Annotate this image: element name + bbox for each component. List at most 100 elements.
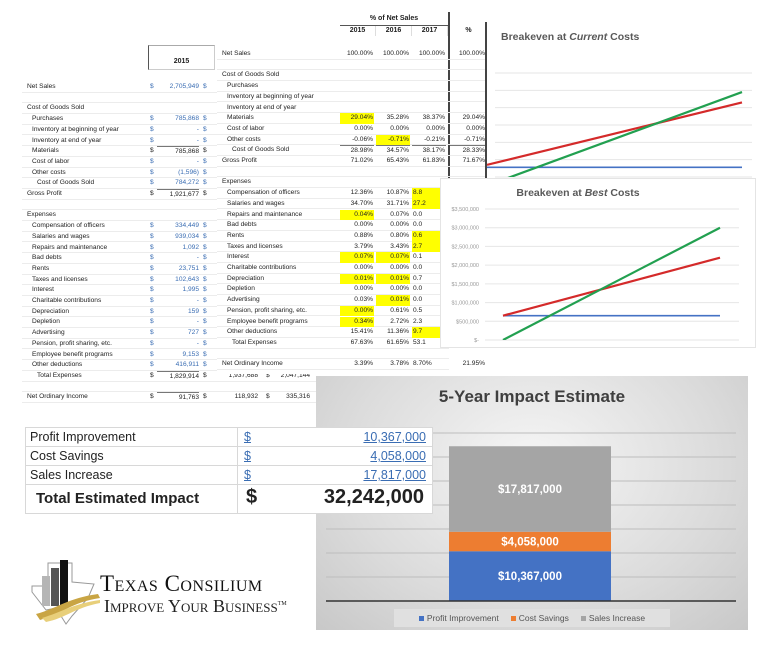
currency-symbol: $ xyxy=(150,371,154,379)
percent-value: 8.70% xyxy=(413,360,432,368)
row-label: Charitable contributions xyxy=(32,297,102,304)
percent-value: 28.98% xyxy=(340,145,374,156)
table-row xyxy=(22,200,317,211)
value-2015: - xyxy=(196,254,199,262)
breakeven-current-plot xyxy=(487,72,752,178)
currency-symbol: $ xyxy=(150,190,154,197)
summary-value[interactable]: 10,367,000 xyxy=(363,430,426,444)
value-2015: 1,829,914 xyxy=(157,370,199,382)
table-row: Cost of Goods Sold $784,272 $ xyxy=(22,178,317,189)
value-2016: 1,937,688 xyxy=(228,371,258,379)
percent-value: 0.1 xyxy=(413,253,423,261)
table-row xyxy=(217,60,489,71)
summary-currency[interactable]: $ xyxy=(244,468,251,482)
currency-symbol: $ xyxy=(203,329,207,337)
value-2015: - xyxy=(196,318,199,326)
value-2015: - xyxy=(196,339,199,347)
percent-value: 0.07% xyxy=(390,210,409,218)
percent-value: 0.01% xyxy=(340,273,374,285)
currency-symbol: $ xyxy=(203,243,207,251)
summary-currency[interactable]: $ xyxy=(244,449,251,463)
table-row xyxy=(22,93,317,104)
row-label: Salaries and wages xyxy=(227,199,285,207)
percent-column-border xyxy=(448,12,450,182)
table-row: Cost of Goods Sold xyxy=(22,103,317,115)
legend-label: Sales Increase xyxy=(588,613,646,623)
row-label: Taxes and licenses xyxy=(32,275,88,283)
row-label: Salaries and wages xyxy=(32,232,90,240)
percent-value: 0.88% xyxy=(354,231,373,239)
bar-segment-profit-improvement xyxy=(449,551,611,601)
value-2015: 939,034 xyxy=(175,232,199,240)
revenue-line xyxy=(502,226,721,340)
row-label: Rents xyxy=(227,231,245,239)
percent-value: 0.00% xyxy=(426,124,445,132)
year-header-box xyxy=(148,45,215,70)
percent-value: 0.00% xyxy=(354,124,373,132)
value-2015: 9,153 xyxy=(182,350,199,358)
percent-value: 0.00% xyxy=(354,285,373,293)
breakeven-best-plot: $- $500,000 $1,000,000 $1,500,000 $2,000,000… xyxy=(451,207,739,344)
summary-value[interactable]: 17,817,000 xyxy=(363,468,426,482)
row-label: Interest xyxy=(32,286,54,294)
total-value: 32,242,000 xyxy=(323,486,424,508)
currency-symbol: $ xyxy=(150,264,154,272)
currency-symbol: $ xyxy=(203,350,207,358)
percent-value: 2.3 xyxy=(413,317,423,325)
row-label: Compensation of officers xyxy=(227,189,300,197)
percent-value: 0.7 xyxy=(413,274,423,282)
table-row: Inventory at beginning of year xyxy=(217,92,489,103)
percent-value: 15.41% xyxy=(350,328,373,336)
percent-value: 9.7 xyxy=(412,327,446,338)
row-label: Pension, profit sharing, etc. xyxy=(227,306,307,314)
table-row: Taxes and licenses $102,643 $ xyxy=(22,275,317,286)
row-label: Cost of Goods Sold xyxy=(27,104,85,112)
currency-symbol: $ xyxy=(203,393,207,401)
y-tick-label: $3,500,000 xyxy=(451,207,479,213)
table-row: Depletion 0.00% 0.00% 0.0 xyxy=(217,284,449,296)
currency-symbol: $ xyxy=(150,297,154,304)
breakeven-current-chart: Breakeven at Current Costs xyxy=(485,22,760,180)
summary-row: Sales Increase $17,817,000 xyxy=(26,466,432,485)
percent-value: 3.78% xyxy=(390,360,409,368)
legend-item: Sales Increase xyxy=(580,613,646,623)
percent-value: 34.57% xyxy=(376,145,410,156)
percent-value: 8.8 xyxy=(412,188,446,199)
percent-value: 10.87% xyxy=(386,189,409,197)
percent-value: 2.7 xyxy=(412,241,446,253)
table-row: Depletion $ - $ xyxy=(22,317,317,329)
percent-value: 0.03% xyxy=(354,296,373,304)
table-row: Purchases xyxy=(217,81,489,92)
percent-value: 0.80% xyxy=(390,231,409,239)
legend-label: Cost Savings xyxy=(518,613,569,623)
percent-value: 65.43% xyxy=(386,157,409,164)
percent-value: 0.00% xyxy=(390,124,409,132)
summary-row: Profit Improvement $10,367,000 xyxy=(26,428,432,447)
row-label: Advertising xyxy=(227,296,260,304)
value-2015: 784,272 xyxy=(175,179,199,187)
table-row: Expenses xyxy=(217,177,489,189)
percent-value: 0.04% xyxy=(340,209,374,221)
summary-value[interactable]: 4,058,000 xyxy=(370,449,426,463)
y-tick-label: $1,000,000 xyxy=(451,301,479,307)
total-label: Total Estimated Impact xyxy=(36,490,200,507)
value-2015: 1,092 xyxy=(182,243,199,251)
currency-symbol: $ xyxy=(203,361,207,369)
row-label: Total Expenses xyxy=(232,338,277,346)
percent-value: 31.71% xyxy=(386,199,409,207)
summary-currency[interactable]: $ xyxy=(244,430,251,444)
table-row: Other deductions $416,911 $ xyxy=(22,360,317,371)
percent-value: 11.36% xyxy=(387,328,409,336)
table-row: Bad debts $ - $ xyxy=(22,253,317,264)
currency-symbol: $ xyxy=(203,264,207,272)
percent-value: 0.01% xyxy=(376,295,410,306)
percent-value: 38.37% xyxy=(422,114,445,122)
currency-symbol: $ xyxy=(150,115,154,123)
currency-symbol: $ xyxy=(150,243,154,251)
currency-symbol: $ xyxy=(203,275,207,283)
value-2015: 727 xyxy=(187,329,199,337)
table-row: Pension, profit sharing, etc. 0.00% 0.61% 0… xyxy=(217,305,449,317)
value-2015: 785,868 xyxy=(157,146,199,157)
table-row: Depreciation $159 $ xyxy=(22,307,317,318)
table-row: Materials 29.04% 35.28% 38.37% 29.04% xyxy=(217,113,489,124)
